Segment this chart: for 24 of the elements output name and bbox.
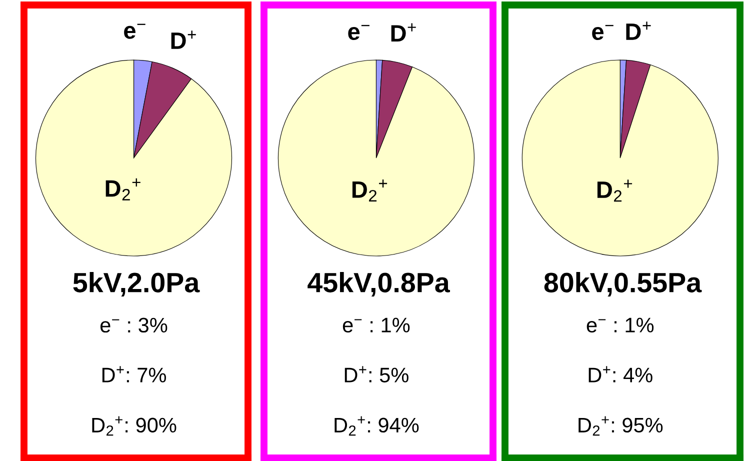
slice-label: D$^{+}$ [171, 30, 196, 49]
slice-label: e$^{−}$ [592, 24, 614, 40]
text: D$^{+}$: 5% [344, 366, 408, 382]
text: 45kV,0.8Pa [308, 272, 450, 296]
text: D$_{2}$$^{+}$: 90% [92, 416, 176, 436]
pie-slice [278, 60, 474, 256]
slice-label: D$_{2}$$^{+}$ [597, 180, 632, 202]
text: D$^{+}$: 4% [588, 366, 652, 382]
slice-label: D$_{2}$$^{+}$ [106, 178, 140, 200]
text: 5kV,2.0Pa [73, 272, 200, 296]
text: D$_{2}$$^{+}$: 95% [578, 416, 663, 436]
pie-slice [522, 60, 718, 256]
slice-label: D$^{+}$ [626, 22, 651, 40]
slice-label: e$^{−}$ [348, 24, 370, 40]
slice-label: D$^{+}$ [391, 23, 416, 42]
pie-slice [35, 60, 232, 256]
slice-label: D$_{2}$$^{+}$ [352, 179, 388, 202]
slice-label: e$^{−}$ [124, 24, 146, 39]
text: 80kV,0.55Pa [544, 272, 702, 296]
text: D$_{2}$$^{+}$: 94% [334, 416, 419, 436]
text: e$^{−}$ : 1% [586, 318, 654, 332]
text: D$^{+}$: 7% [102, 366, 166, 382]
text: e$^{−}$ : 1% [342, 318, 410, 332]
text: e$^{−}$ : 3% [100, 318, 168, 333]
